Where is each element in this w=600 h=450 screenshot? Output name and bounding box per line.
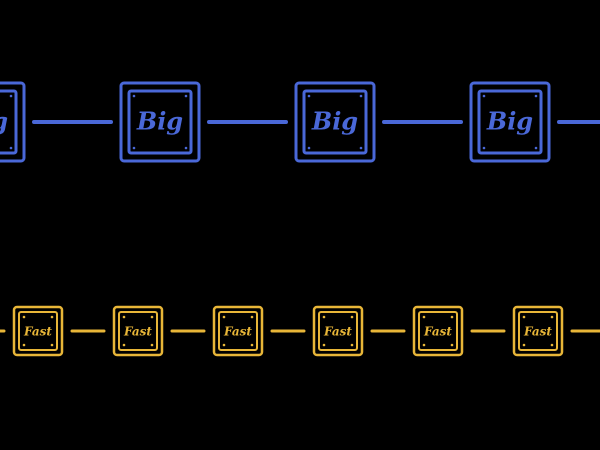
fast-row-box-3: Fast bbox=[212, 305, 264, 357]
fast-row-box-6: Fast bbox=[512, 305, 564, 357]
box-inner-frame bbox=[218, 311, 258, 351]
rivet-dot bbox=[22, 343, 26, 347]
box-inner-frame bbox=[118, 311, 158, 351]
box-inner-frame bbox=[127, 89, 193, 155]
rivet-dot bbox=[522, 343, 526, 347]
rivet-dot bbox=[550, 343, 554, 347]
rivet-dot bbox=[450, 343, 454, 347]
fast-row-box-1: Fast bbox=[12, 305, 64, 357]
fast-row-box-2: Fast bbox=[112, 305, 164, 357]
rivet-dot bbox=[534, 94, 538, 98]
box-inner-frame bbox=[477, 89, 543, 155]
rivet-dot bbox=[307, 94, 311, 98]
fast-row-label: Fast bbox=[123, 325, 152, 339]
rivet-dot bbox=[122, 315, 126, 319]
big-row-box-2: Big bbox=[119, 81, 201, 163]
fast-row-box-5: Fast bbox=[412, 305, 464, 357]
big-row-box-3: Big bbox=[294, 81, 376, 163]
box-inner-frame bbox=[18, 311, 58, 351]
box-outer-frame bbox=[412, 305, 464, 357]
fast-row-label: Fast bbox=[23, 325, 52, 339]
big-row-label: Big bbox=[136, 107, 183, 136]
rivet-dot bbox=[150, 315, 154, 319]
big-row-box-4: Big bbox=[469, 81, 551, 163]
rivet-dot bbox=[322, 343, 326, 347]
rivet-dot bbox=[322, 315, 326, 319]
fast-row-label: Fast bbox=[423, 325, 452, 339]
big-row-box-1: Big bbox=[0, 81, 26, 163]
rivet-dot bbox=[132, 94, 136, 98]
rivet-dot bbox=[359, 94, 363, 98]
big-row-label: Big bbox=[0, 107, 8, 136]
box-inner-frame bbox=[0, 89, 18, 155]
rivet-dot bbox=[350, 315, 354, 319]
box-outer-frame bbox=[294, 81, 376, 163]
rivet-dot bbox=[522, 315, 526, 319]
rivet-dot bbox=[250, 343, 254, 347]
rivet-dot bbox=[482, 146, 486, 150]
rivet-dot bbox=[307, 146, 311, 150]
rivet-dot bbox=[22, 315, 26, 319]
fast-row: Fast Fast Fast Fast Fast Fast bbox=[0, 305, 600, 357]
rivet-dot bbox=[350, 343, 354, 347]
rivet-dot bbox=[9, 146, 13, 150]
box-inner-frame bbox=[302, 89, 368, 155]
box-outer-frame bbox=[112, 305, 164, 357]
big-row: Big Big Big Big bbox=[0, 81, 600, 163]
rivet-dot bbox=[250, 315, 254, 319]
rivet-dot bbox=[50, 315, 54, 319]
box-outer-frame bbox=[512, 305, 564, 357]
rivet-dot bbox=[184, 94, 188, 98]
rivet-dot bbox=[50, 343, 54, 347]
box-inner-frame bbox=[418, 311, 458, 351]
rivet-dot bbox=[222, 315, 226, 319]
rivet-dot bbox=[534, 146, 538, 150]
rivet-dot bbox=[9, 94, 13, 98]
rivet-dot bbox=[222, 343, 226, 347]
box-outer-frame bbox=[119, 81, 201, 163]
box-outer-frame bbox=[212, 305, 264, 357]
box-inner-frame bbox=[518, 311, 558, 351]
rivet-dot bbox=[122, 343, 126, 347]
rivet-dot bbox=[550, 315, 554, 319]
box-inner-frame bbox=[318, 311, 358, 351]
rivet-dot bbox=[150, 343, 154, 347]
box-outer-frame bbox=[312, 305, 364, 357]
fast-row-box-4: Fast bbox=[312, 305, 364, 357]
fast-row-label: Fast bbox=[323, 325, 352, 339]
big-row-label: Big bbox=[311, 107, 358, 136]
box-outer-frame bbox=[469, 81, 551, 163]
fast-row-label: Fast bbox=[523, 325, 552, 339]
box-outer-frame bbox=[0, 81, 26, 163]
fast-row-label: Fast bbox=[223, 325, 252, 339]
rivet-dot bbox=[132, 146, 136, 150]
rivet-dot bbox=[184, 146, 188, 150]
rivet-dot bbox=[450, 315, 454, 319]
box-outer-frame bbox=[12, 305, 64, 357]
rivet-dot bbox=[422, 343, 426, 347]
rivet-dot bbox=[482, 94, 486, 98]
rivet-dot bbox=[422, 315, 426, 319]
big-row-label: Big bbox=[486, 107, 533, 136]
rivet-dot bbox=[359, 146, 363, 150]
